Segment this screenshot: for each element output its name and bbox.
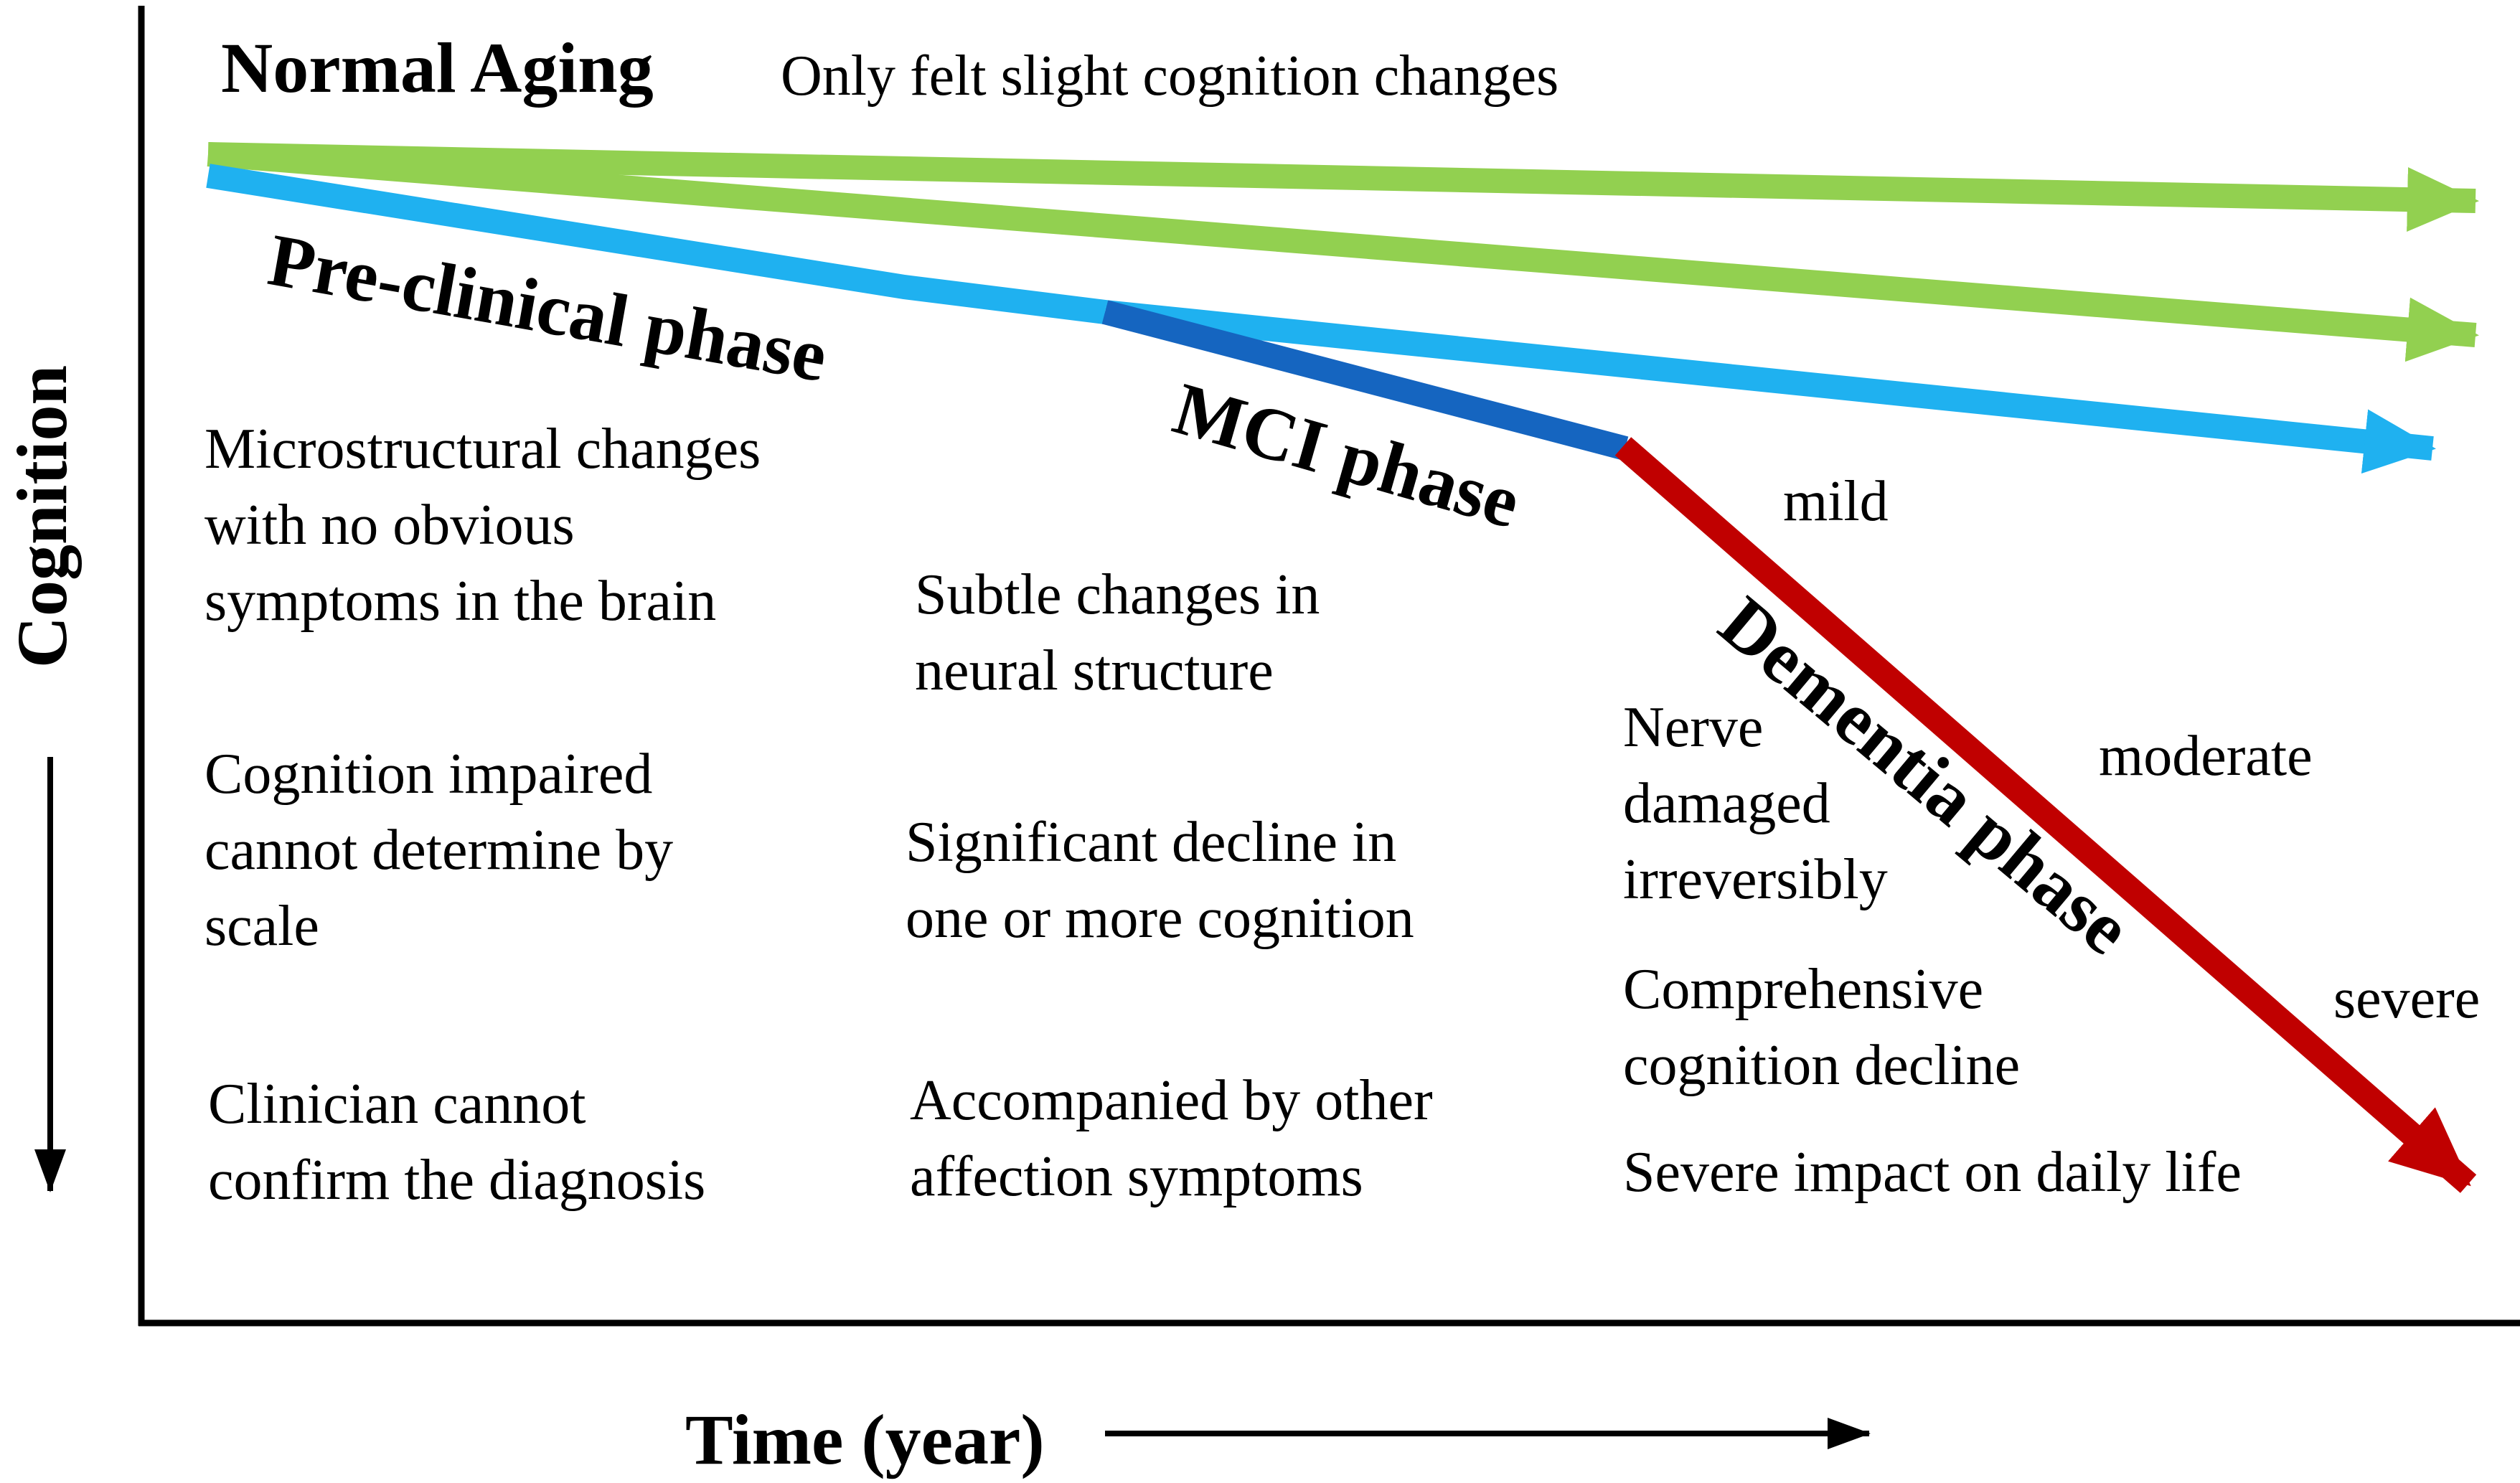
dementia-notes: Nerve damaged irreversibly Comprehensive… (1623, 696, 2242, 1204)
normal-aging-arrow-lower (207, 142, 2479, 362)
mci-phase-label: MCI phase (1165, 367, 1529, 545)
severity-moderate: moderate (2099, 725, 2313, 788)
preclinical-arrow (1104, 300, 2436, 474)
preclinical-note-clinician: Clinician cannot confirm the diagnosis (208, 1073, 705, 1212)
dementia-note-comprehensive-decline: Comprehensive cognition decline (1623, 958, 2020, 1097)
mci-note-subtle-changes: Subtle changes in neural structure (915, 563, 1334, 702)
normal-aging-description: Only felt slight cognition changes (781, 44, 1558, 108)
normal-aging-title: Normal Aging (221, 28, 654, 108)
preclinical-note-cognition-impaired: Cognition impaired cannot determine by s… (204, 743, 687, 958)
normal-aging-trajectories (207, 142, 2479, 362)
severity-mild: mild (1783, 470, 1889, 533)
y-axis-label: Cognition (2, 365, 82, 668)
normal-aging-arrow-upper (207, 142, 2479, 232)
severity-severe: severe (2333, 967, 2480, 1030)
dementia-arrow (1614, 437, 2477, 1193)
x-axis-label: Time (year) (685, 1400, 1045, 1479)
preclinical-notes: Microstructural changes with no obvious … (204, 418, 775, 1212)
axes (138, 6, 2520, 1327)
mci-segment (1101, 300, 1629, 461)
preclinical-line (206, 164, 1107, 324)
preclinical-phase-label: Pre-clinical phase (263, 218, 833, 397)
mci-notes: Subtle changes in neural structure Signi… (906, 563, 1447, 1208)
dementia-note-nerve-damaged: Nerve damaged irreversibly (1623, 696, 1888, 911)
preclinical-note-microstructural: Microstructural changes with no obvious … (204, 418, 775, 633)
mci-note-significant-decline: Significant decline in one or more cogni… (906, 811, 1414, 950)
mci-note-affection-symptoms: Accompanied by other affection symptoms (910, 1069, 1447, 1208)
dementia-note-daily-life: Severe impact on daily life (1623, 1141, 2242, 1204)
preclinical-trajectory (206, 164, 2436, 474)
